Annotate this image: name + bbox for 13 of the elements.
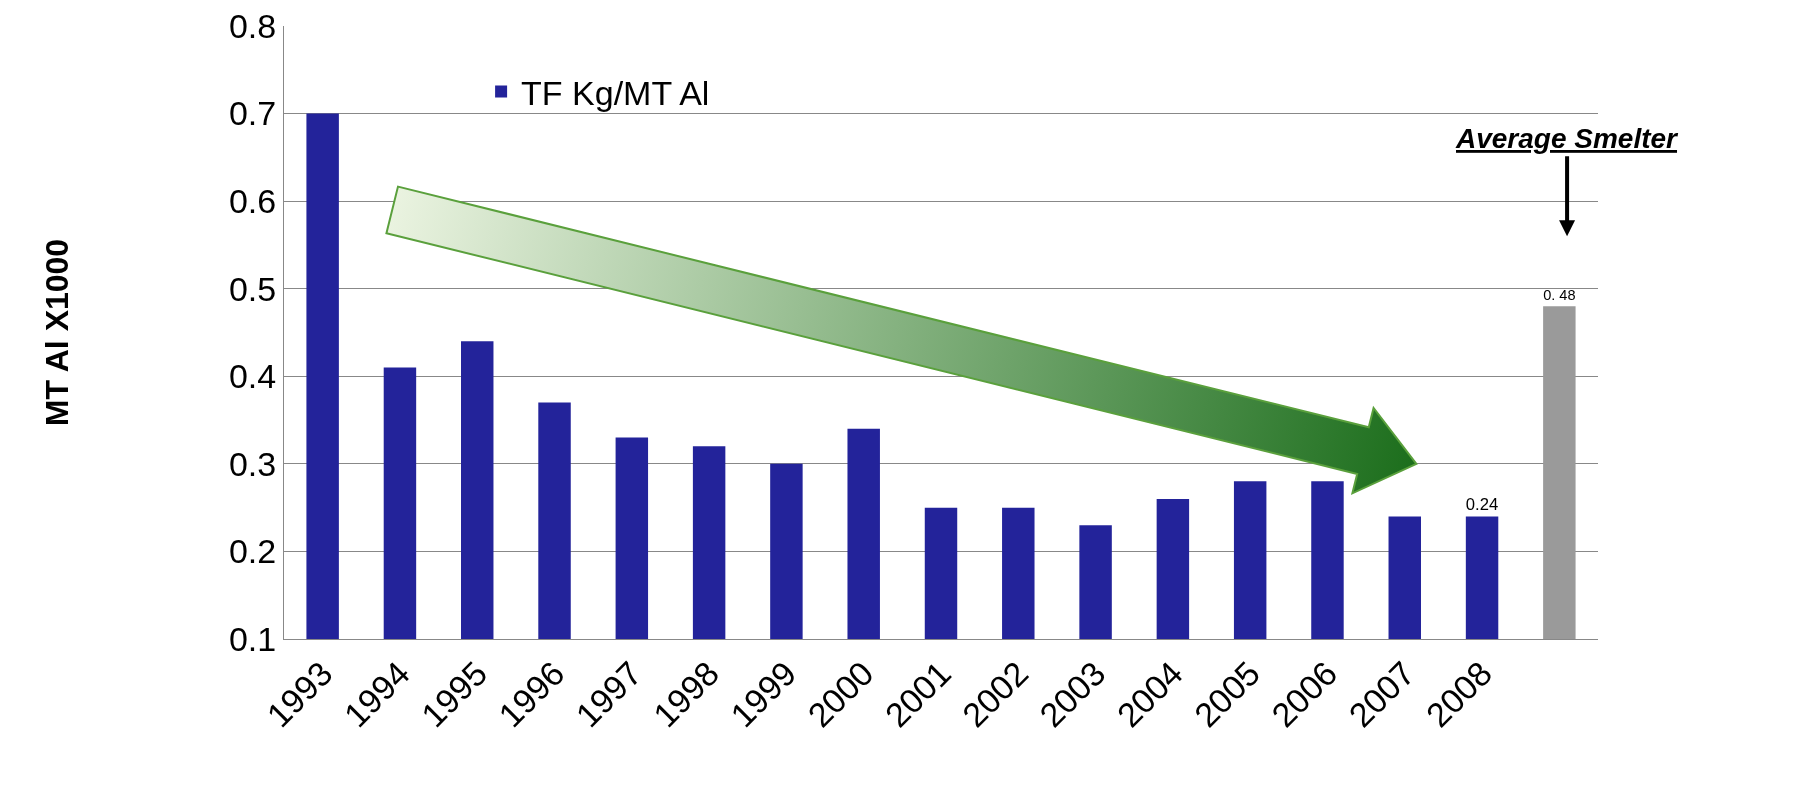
data-label: 0.24 [1465,495,1499,515]
y-tick-label: 0.6 [228,182,277,221]
y-tick-label: 0.1 [228,619,277,658]
y-tick-label: 0.2 [228,532,277,571]
data-label: 0. 48 [1543,287,1576,304]
legend-label: TF Kg/MT Al [521,73,710,112]
y-axis-title: MT Al X1000 [39,238,76,427]
y-tick-label: 0.3 [228,444,277,483]
y-tick-label: 0.8 [228,6,277,45]
annotation: Average Smelter [1455,123,1680,154]
y-tick-label: 0.4 [228,357,277,396]
y-tick-label: 0.5 [228,269,277,308]
y-tick-label: 0.7 [228,94,277,133]
